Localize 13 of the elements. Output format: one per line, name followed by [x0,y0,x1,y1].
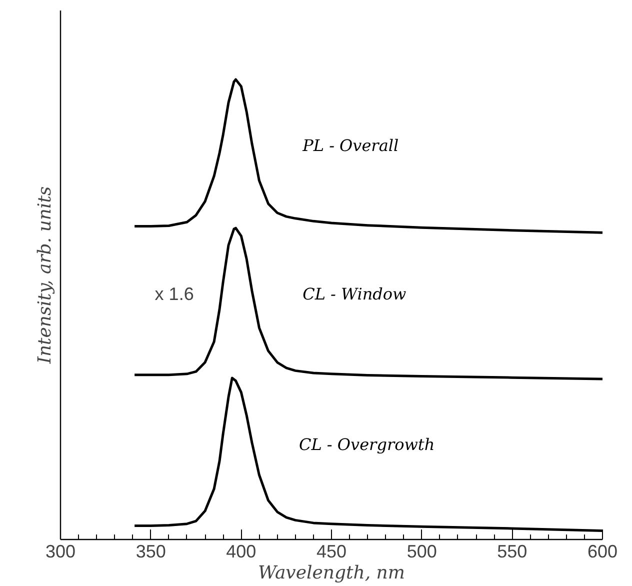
x-tick-label: 600 [587,542,618,562]
text: CL - Window [302,284,406,304]
x-tick-label: 400 [226,542,256,562]
x-tick-label: 450 [316,542,347,562]
x-tick-label: 300 [45,542,76,562]
x-axis-title: Wavelength, nm [258,562,405,584]
x-tick-label: 500 [406,542,437,562]
text: CL - Overgrowth [298,434,435,454]
text: PL - Overall [302,136,399,156]
annotation: x 1.6 [154,284,194,304]
y-axis-title: Intensity, arb. units [34,186,56,365]
x-tick-label: 550 [497,542,528,562]
x-tick-label: 350 [136,542,166,562]
